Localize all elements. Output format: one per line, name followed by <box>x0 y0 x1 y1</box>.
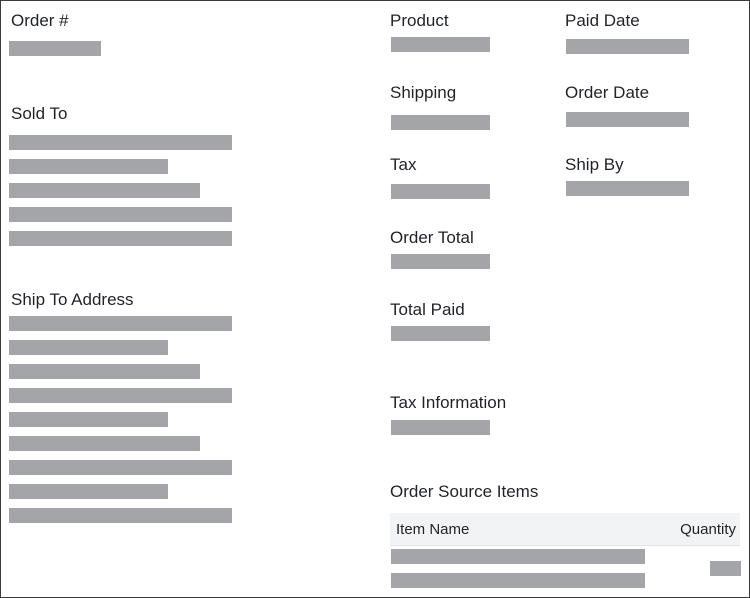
item-name-placeholder <box>391 549 645 564</box>
total-paid-label: Total Paid <box>390 300 465 319</box>
ship-by-label: Ship By <box>565 155 624 174</box>
items-table-header: Item Name Quantity <box>390 513 740 546</box>
product-label: Product <box>390 11 449 30</box>
ship-to-line-placeholder <box>9 388 232 403</box>
paid-date-value-placeholder <box>566 39 689 54</box>
shipping-value-placeholder <box>391 115 490 130</box>
order-total-label: Order Total <box>390 228 474 247</box>
ship-by-value-placeholder <box>566 181 689 196</box>
order-date-value-placeholder <box>566 112 689 127</box>
order-number-label: Order # <box>11 11 69 30</box>
sold-to-line-placeholder <box>9 135 232 150</box>
ship-to-line-placeholder <box>9 460 232 475</box>
paid-date-label: Paid Date <box>565 11 640 30</box>
column-header-quantity: Quantity <box>680 521 736 538</box>
shipping-label: Shipping <box>390 83 457 102</box>
item-quantity-placeholder <box>710 561 741 576</box>
order-number-value-placeholder <box>9 41 101 56</box>
tax-information-value-placeholder <box>391 420 490 435</box>
tax-value-placeholder <box>391 184 490 199</box>
ship-to-line-placeholder <box>9 508 232 523</box>
tax-label: Tax <box>390 155 417 174</box>
ship-to-line-placeholder <box>9 412 168 427</box>
order-date-label: Order Date <box>565 83 650 102</box>
order-total-value-placeholder <box>391 254 490 269</box>
product-value-placeholder <box>391 37 490 52</box>
sold-to-label: Sold To <box>11 104 68 123</box>
total-paid-value-placeholder <box>391 326 490 341</box>
ship-to-line-placeholder <box>9 364 200 379</box>
ship-to-line-placeholder <box>9 436 200 451</box>
tax-information-label: Tax Information <box>390 393 507 412</box>
ship-to-line-placeholder <box>9 316 232 331</box>
order-source-items-title: Order Source Items <box>390 482 539 501</box>
sold-to-line-placeholder <box>9 231 232 246</box>
column-header-item-name: Item Name <box>396 521 470 538</box>
ship-to-address-label: Ship To Address <box>11 290 134 309</box>
ship-to-line-placeholder <box>9 340 168 355</box>
sold-to-line-placeholder <box>9 207 232 222</box>
sold-to-line-placeholder <box>9 159 168 174</box>
item-name-placeholder <box>391 573 645 588</box>
sold-to-line-placeholder <box>9 183 200 198</box>
ship-to-line-placeholder <box>9 484 168 499</box>
